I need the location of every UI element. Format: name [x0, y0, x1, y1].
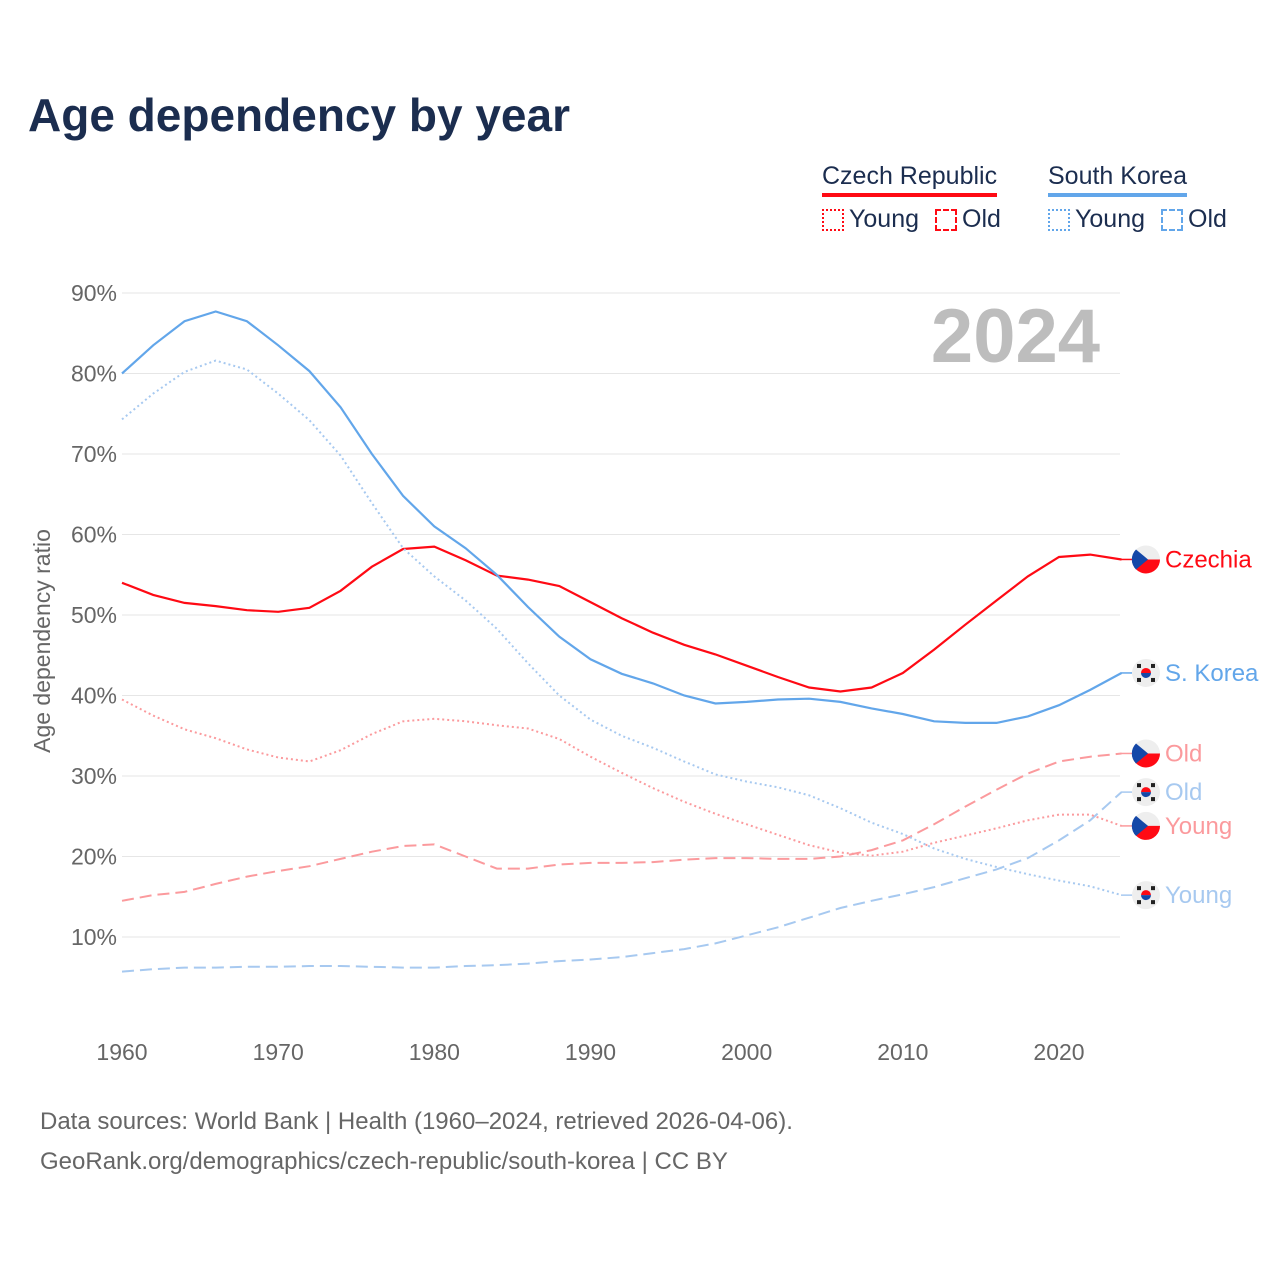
flag-blue: [1141, 672, 1151, 678]
end-label: Czechia: [1165, 546, 1252, 573]
legend-label: Old: [1188, 205, 1227, 233]
series-line: [121, 359, 1122, 897]
flag-trigram: [1137, 797, 1141, 802]
y-tick-label: 80%: [71, 361, 117, 387]
czech-flag-icon: [1131, 739, 1160, 768]
legend-south-korea: South Korea Young Old: [1048, 162, 1227, 234]
x-tick-label: 1970: [253, 1039, 304, 1065]
flag-trigram: [1137, 663, 1141, 668]
flag-trigram: [1137, 886, 1141, 891]
legend-item-czech-young: Young: [822, 205, 919, 234]
flag-trigram: [1137, 900, 1141, 905]
flag-trigram: [1137, 677, 1141, 682]
end-label: S. Korea: [1165, 660, 1259, 687]
legend-czech-republic: Czech Republic Young Old: [822, 162, 1001, 234]
flag-blue: [1131, 549, 1148, 570]
chart-title: Age dependency by year: [28, 89, 570, 141]
legend-label: Young: [1075, 205, 1145, 233]
series-line: [121, 698, 1122, 857]
flag-blue: [1141, 792, 1151, 798]
end-label: Old: [1165, 779, 1202, 806]
flag-blue: [1131, 743, 1148, 764]
flag-red: [1141, 787, 1151, 793]
korea-flag-icon: [1132, 658, 1160, 687]
y-tick-label: 50%: [71, 602, 117, 628]
flag-red: [1141, 667, 1151, 673]
flag-trigram: [1151, 886, 1155, 891]
y-tick-label: 10%: [71, 924, 117, 950]
y-tick-label: 60%: [71, 522, 117, 548]
series-line: [121, 545, 1122, 693]
y-tick-label: 20%: [71, 844, 117, 870]
dashed-swatch-icon: [1161, 208, 1183, 231]
y-tick-label: 40%: [71, 683, 117, 709]
flag-trigram: [1151, 783, 1155, 788]
korea-flag-icon: [1132, 778, 1160, 807]
y-tick-label: 70%: [71, 441, 117, 467]
flag-blue: [1141, 895, 1151, 901]
end-label: Young: [1165, 882, 1232, 909]
flag-trigram: [1151, 663, 1155, 668]
x-tick-label: 1980: [409, 1039, 460, 1065]
y-tick-label: 90%: [71, 280, 117, 306]
end-label: Young: [1165, 813, 1232, 840]
legend-czech-republic-label: Czech Republic: [822, 162, 998, 197]
korea-flag-icon: [1132, 881, 1160, 910]
flag-blue: [1131, 815, 1148, 836]
czech-flag-icon: [1131, 811, 1160, 840]
czech-flag-icon: [1131, 545, 1160, 574]
series-line: [121, 752, 1122, 902]
y-tick-label: 30%: [71, 763, 117, 789]
legend-label: Old: [962, 205, 1001, 233]
flag-trigram: [1137, 783, 1141, 788]
series-line: [121, 791, 1123, 973]
dotted-swatch-icon: [822, 208, 844, 231]
legend-item-czech-old: Old: [935, 205, 1001, 234]
end-label: Old: [1165, 740, 1202, 767]
dotted-swatch-icon: [1048, 208, 1070, 231]
flag-red: [1141, 890, 1151, 896]
legend-item-korea-old: Old: [1161, 205, 1227, 234]
y-axis-label: Age dependency ratio: [29, 529, 55, 753]
flag-trigram: [1151, 797, 1155, 802]
x-tick-label: 1990: [565, 1039, 616, 1065]
flag-trigram: [1151, 677, 1155, 682]
legend-item-korea-young: Young: [1048, 205, 1145, 234]
legend-south-korea-label: South Korea: [1048, 162, 1187, 197]
x-tick-label: 2010: [877, 1039, 928, 1065]
x-tick-label: 2020: [1033, 1039, 1084, 1065]
x-tick-label: 2000: [721, 1039, 772, 1065]
year-watermark: 2024: [931, 294, 1100, 379]
x-tick-label: 1960: [96, 1039, 147, 1065]
flag-trigram: [1151, 900, 1155, 905]
footer-attribution: GeoRank.org/demographics/czech-republic/…: [40, 1148, 728, 1175]
series-line: [121, 310, 1123, 724]
legend-label: Young: [849, 205, 919, 233]
dashed-swatch-icon: [935, 208, 957, 231]
footer-sources: Data sources: World Bank | Health (1960–…: [40, 1108, 793, 1135]
